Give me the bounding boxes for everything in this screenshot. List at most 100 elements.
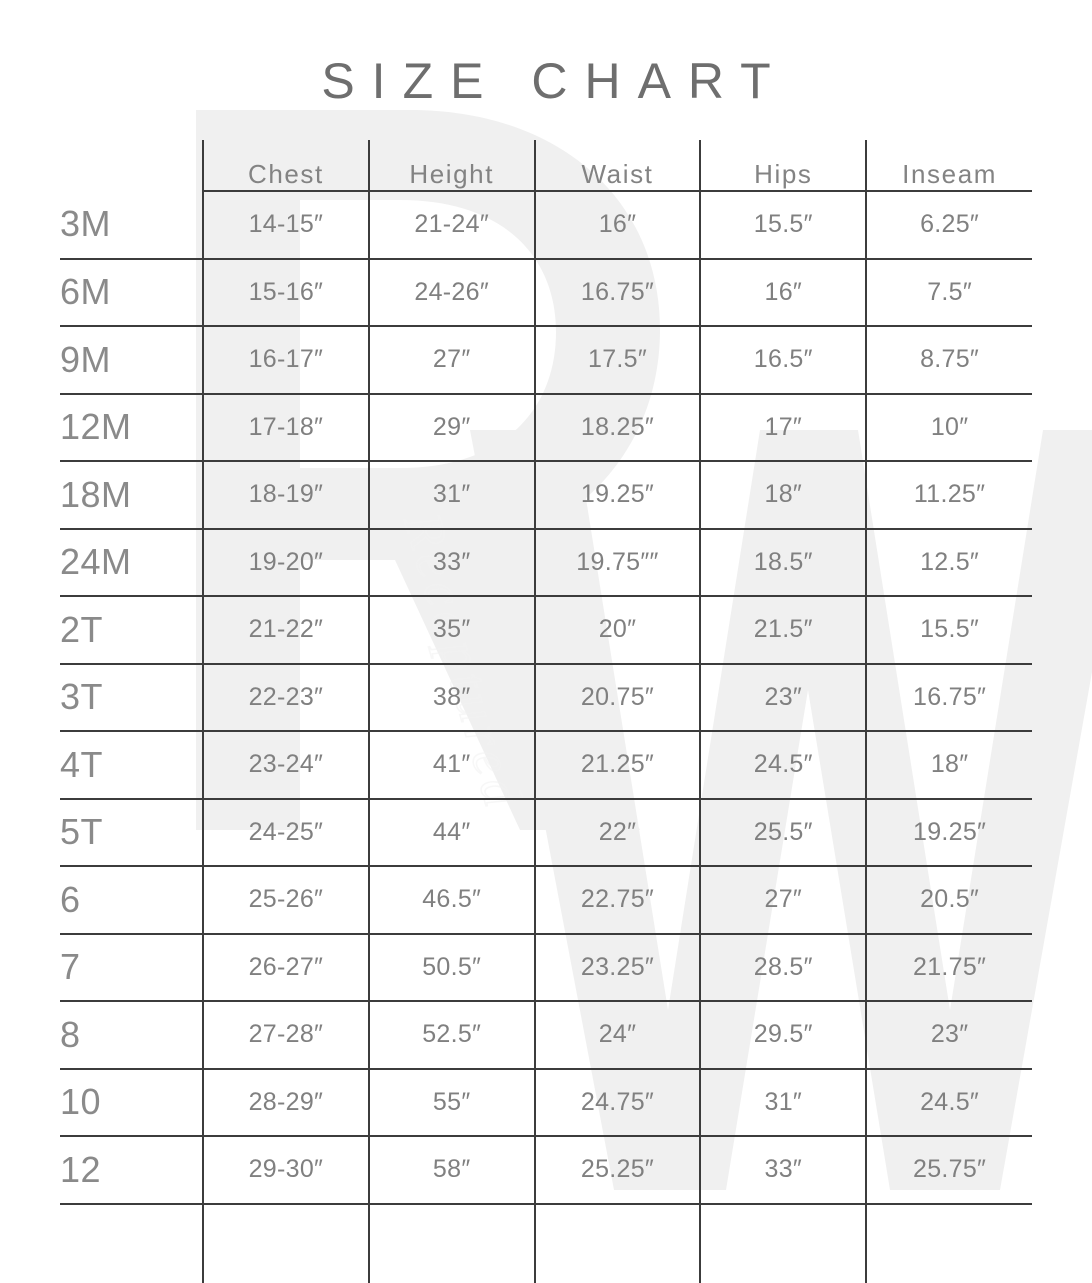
empty-cell	[203, 1203, 370, 1283]
table-row: 6 25-26″ 46.5″ 22.75″ 27″ 20.5″	[60, 866, 1032, 935]
row-size-label: 12M	[60, 393, 204, 462]
column-header-height: Height	[368, 140, 536, 192]
measurement-cell: 38″	[368, 663, 536, 732]
page-title: SIZE CHART	[321, 53, 788, 109]
empty-cell	[368, 1203, 536, 1283]
measurement-cell: 16-17″	[203, 326, 370, 395]
table-row: 24M 19-20″ 33″ 19.75″″ 18.5″ 12.5″	[60, 528, 1032, 597]
measurement-cell: 19.25″	[866, 798, 1032, 867]
empty-cell	[534, 1203, 702, 1283]
table-row: 6M 15-16″ 24-26″ 16.75″ 16″ 7.5″	[60, 258, 1032, 327]
row-size-label: 18M	[60, 461, 204, 530]
size-chart-page: SIZE CHART Chest Height Waist Hips Insea…	[60, 53, 1032, 1283]
measurement-cell: 16.75″	[866, 663, 1032, 732]
measurement-cell: 22-23″	[203, 663, 370, 732]
measurement-cell: 28.5″	[700, 933, 868, 1002]
measurement-cell: 20.75″	[534, 663, 702, 732]
measurement-cell: 21.5″	[700, 596, 868, 665]
measurement-cell: 29.5″	[700, 1001, 868, 1070]
measurement-cell: 25.25″	[534, 1136, 702, 1205]
table-row: 7 26-27″ 50.5″ 23.25″ 28.5″ 21.75″	[60, 933, 1032, 1002]
measurement-cell: 22.75″	[534, 866, 702, 935]
measurement-cell: 52.5″	[368, 1001, 536, 1070]
measurement-cell: 16″	[534, 191, 702, 260]
measurement-cell: 16.75″	[534, 258, 702, 327]
table-row: 3T 22-23″ 38″ 20.75″ 23″ 16.75″	[60, 663, 1032, 732]
measurement-cell: 14-15″	[203, 191, 370, 260]
row-size-label: 6M	[60, 258, 204, 327]
measurement-cell: 33″	[700, 1136, 868, 1205]
measurement-cell: 33″	[368, 528, 536, 597]
measurement-cell: 8.75″	[866, 326, 1032, 395]
measurement-cell: 23″	[700, 663, 868, 732]
empty-cell	[60, 1203, 204, 1283]
row-size-label: 10	[60, 1068, 204, 1137]
measurement-cell: 41″	[368, 731, 536, 800]
table-row: 5T 24-25″ 44″ 22″ 25.5″ 19.25″	[60, 798, 1032, 867]
measurement-cell: 21.75″	[866, 933, 1032, 1002]
row-size-label: 2T	[60, 596, 204, 665]
measurement-cell: 19.75″″	[534, 528, 702, 597]
row-size-label: 6	[60, 866, 204, 935]
measurement-cell: 19.25″	[534, 461, 702, 530]
measurement-cell: 15-16″	[203, 258, 370, 327]
empty-cell	[700, 1203, 868, 1283]
measurement-cell: 16.5″	[700, 326, 868, 395]
table-row: 12 29-30″ 58″ 25.25″ 33″ 25.75″	[60, 1136, 1032, 1205]
measurement-cell: 20″	[534, 596, 702, 665]
measurement-cell: 21-24″	[368, 191, 536, 260]
measurement-cell: 7.5″	[866, 258, 1032, 327]
empty-cell	[866, 1204, 1032, 1283]
measurement-cell: 18-19″	[203, 461, 370, 530]
measurement-cell: 18″	[700, 461, 868, 530]
measurement-cell: 24.75″	[534, 1068, 702, 1137]
measurement-cell: 15.5″	[866, 596, 1032, 665]
measurement-cell: 58″	[368, 1136, 536, 1205]
table-row: 3M 14-15″ 21-24″ 16″ 15.5″ 6.25″	[60, 191, 1032, 260]
measurement-cell: 23″	[866, 1001, 1032, 1070]
measurement-cell: 18″	[866, 731, 1032, 800]
measurement-cell: 28-29″	[203, 1068, 370, 1137]
measurement-cell: 29-30″	[203, 1136, 370, 1205]
row-size-label: 4T	[60, 731, 204, 800]
table-row: 12M 17-18″ 29″ 18.25″ 17″ 10″	[60, 393, 1032, 462]
measurement-cell: 10″	[866, 393, 1032, 462]
measurement-cell: 19-20″	[203, 528, 370, 597]
measurement-cell: 18.5″	[700, 528, 868, 597]
measurement-cell: 24.5″	[700, 731, 868, 800]
measurement-cell: 22″	[534, 798, 702, 867]
measurement-cell: 31″	[368, 461, 536, 530]
measurement-cell: 31″	[700, 1068, 868, 1137]
measurement-cell: 50.5″	[368, 933, 536, 1002]
measurement-cell: 55″	[368, 1068, 536, 1137]
measurement-cell: 25.75″	[866, 1136, 1032, 1205]
measurement-cell: 24.5″	[866, 1068, 1032, 1137]
table-row: 9M 16-17″ 27″ 17.5″ 16.5″ 8.75″	[60, 326, 1032, 395]
row-size-label: 3M	[60, 191, 204, 260]
row-size-label: 24M	[60, 528, 204, 597]
measurement-cell: 24-25″	[203, 798, 370, 867]
row-size-label: 3T	[60, 663, 204, 732]
measurement-cell: 16″	[700, 258, 868, 327]
table-row: 18M 18-19″ 31″ 19.25″ 18″ 11.25″	[60, 461, 1032, 530]
column-header-hips: Hips	[700, 140, 868, 192]
measurement-cell: 23-24″	[203, 731, 370, 800]
measurement-cell: 27″	[368, 326, 536, 395]
table-corner-cell	[60, 140, 204, 191]
measurement-cell: 11.25″	[866, 461, 1032, 530]
row-size-label: 8	[60, 1001, 204, 1070]
row-size-label: 9M	[60, 326, 204, 395]
table-row: 4T 23-24″ 41″ 21.25″ 24.5″ 18″	[60, 731, 1032, 800]
measurement-cell: 23.25″	[534, 933, 702, 1002]
measurement-cell: 21-22″	[203, 596, 370, 665]
measurement-cell: 17.5″	[534, 326, 702, 395]
measurement-cell: 27″	[700, 866, 868, 935]
measurement-cell: 24-26″	[368, 258, 536, 327]
measurement-cell: 17″	[700, 393, 868, 462]
measurement-cell: 20.5″	[866, 866, 1032, 935]
table-body: 3M 14-15″ 21-24″ 16″ 15.5″ 6.25″ 6M 15-16″ 24-26…	[60, 191, 1032, 1283]
row-size-label: 12	[60, 1136, 204, 1205]
row-size-label: 5T	[60, 798, 204, 867]
table-row-empty	[60, 1203, 1032, 1283]
measurement-cell: 6.25″	[866, 191, 1032, 260]
